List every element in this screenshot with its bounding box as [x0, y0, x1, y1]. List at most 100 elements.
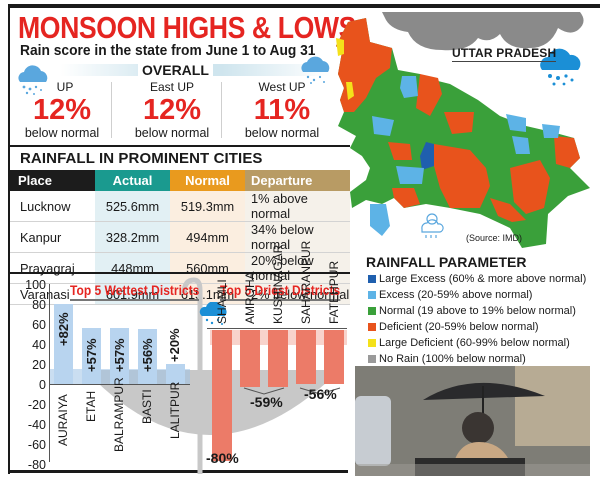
rain-photo [355, 366, 590, 476]
storm-clouds [382, 12, 584, 51]
bar-saharanpur [296, 330, 316, 384]
districts-chart: 100 80 60 40 20 0 -20 -40 -60 -80 Top 5 … [10, 241, 350, 472]
bar-value-label: +82% [56, 312, 71, 346]
legend-item-large-deficient: Large Deficient (60-99% below normal) [368, 337, 570, 349]
col-header-place: Place [10, 170, 95, 191]
stat-value: 12% [32, 94, 92, 126]
legend-swatch [368, 355, 376, 363]
y-tick: 40 [32, 338, 46, 352]
cities-title: RAINFALL IN PROMINENT CITIES [20, 150, 263, 167]
bar-etah [82, 328, 101, 384]
bar-balrampur [110, 328, 129, 384]
legend-swatch [368, 339, 376, 347]
y-tick: 60 [32, 318, 46, 332]
y-tick: 80 [32, 298, 46, 312]
legend-swatch [368, 291, 376, 299]
legend-swatch [368, 307, 376, 315]
y-tick: 100 [25, 278, 46, 292]
bottom-border [8, 470, 348, 473]
cell-departure: 34% below normal [245, 221, 350, 253]
cell-departure: 20% below normal [245, 252, 350, 284]
bar-lalitpur [166, 364, 185, 384]
y-axis [49, 284, 50, 462]
bar-value-label: +57% [112, 338, 127, 372]
rain-cloud-icon [18, 65, 48, 95]
y-tick: -80 [27, 458, 46, 472]
category-label: BASTI [140, 389, 154, 424]
category-label: FATEHPUR [327, 260, 341, 324]
y-tick: 0 [39, 378, 46, 392]
overall-label: OVERALL [138, 62, 213, 78]
stat-value: 11% [253, 94, 311, 126]
legend-label: Large Deficient (60-99% below normal) [379, 337, 570, 349]
category-label: ETAH [84, 390, 98, 422]
col-header-departure: Departure [245, 170, 350, 191]
section-divider [8, 272, 350, 274]
map-label: UTTAR PRADESH [452, 46, 557, 62]
bar-amroha [240, 330, 260, 387]
y-tick: -20 [27, 398, 46, 412]
cell-place: Varanasi [10, 283, 95, 305]
category-label: LALITPUR [168, 381, 182, 439]
cell-actual: 328.2mm [95, 221, 170, 253]
cell-normal: 519.3mm [170, 191, 245, 222]
legend-label: No Rain (100% below normal) [379, 353, 526, 365]
bar-fatehpur [324, 330, 344, 384]
rain-scene-illustration [355, 366, 590, 476]
legend-item-normal: Normal (19 above to 19% below normal) [368, 305, 576, 317]
rain-cloud-icon [199, 302, 227, 325]
category-label: BALRAMPUR [112, 377, 126, 452]
bar-value-label: +56% [140, 338, 155, 372]
bar-value-label: +20% [167, 328, 182, 362]
col-header-actual: Actual [95, 170, 170, 191]
cell-normal: 494mm [170, 221, 245, 253]
legend-label: Excess (20-59% above normal) [379, 289, 533, 301]
category-label: SAHARANPUR [299, 240, 313, 324]
rain-cloud-icon [540, 48, 581, 86]
category-label: AMROHA [243, 271, 257, 324]
stat-region: UP [56, 80, 74, 94]
cell-actual: 525.6mm [95, 191, 170, 222]
section-divider [8, 145, 350, 147]
legend-swatch [368, 275, 376, 283]
bar-basti [138, 329, 157, 384]
legend-item-deficient: Deficient (20-59% below normal) [368, 321, 539, 333]
legend-label: Large Excess (60% & more above normal) [379, 273, 587, 285]
sun-cloud-icon [421, 213, 444, 238]
stat-desc: below normal [244, 126, 320, 140]
bar-value-label: -80% [206, 450, 239, 466]
legend-label: Deficient (20-59% below normal) [379, 321, 539, 333]
y-tick: -60 [27, 438, 46, 452]
source-note: (Source: IMD) [466, 233, 523, 243]
x-axis-wettest [50, 384, 190, 385]
bar-shamli [212, 330, 232, 461]
state-shape [336, 18, 590, 248]
table-row: Lucknow 525.6mm 519.3mm 1% above normal [10, 191, 350, 222]
wettest-title: Top 5 Wettest Districts [70, 282, 200, 301]
bar-auraiya [54, 304, 73, 384]
cell-place: Kanpur [10, 221, 95, 253]
bracket-connector [243, 387, 341, 395]
top-border [8, 4, 600, 8]
bar-kushinagar [268, 330, 288, 387]
table-row: Kanpur 328.2mm 494mm 34% below normal [10, 221, 350, 253]
overall-stat-up: UP 12% below normal [8, 80, 116, 140]
cell-normal: 560mm [170, 252, 245, 284]
cell-place: Lucknow [10, 191, 95, 222]
legend-item-excess: Excess (20-59% above normal) [368, 289, 532, 301]
category-label: SHAMLI [215, 279, 229, 324]
legend-item-no-rain: No Rain (100% below normal) [368, 353, 526, 365]
bar-value-label: -56% [304, 386, 337, 402]
legend-item-large-excess: Large Excess (60% & more above normal) [368, 273, 586, 285]
page-subtitle: Rain score in the state from June 1 to A… [20, 42, 316, 59]
driest-title: Top 5 Driest Districts [220, 282, 341, 301]
legend-swatch [368, 323, 376, 331]
page-title: MONSOON HIGHS & LOWS [18, 10, 356, 45]
left-border [8, 4, 10, 474]
category-label: KUSHINAGAR [271, 244, 285, 324]
cell-actual: 448mm [95, 252, 170, 284]
cell-place: Prayagraj [10, 252, 95, 284]
col-header-normal: Normal [170, 170, 245, 191]
cities-table: Place Actual Normal Departure Lucknow 52… [10, 170, 350, 305]
y-tick: -40 [27, 418, 46, 432]
